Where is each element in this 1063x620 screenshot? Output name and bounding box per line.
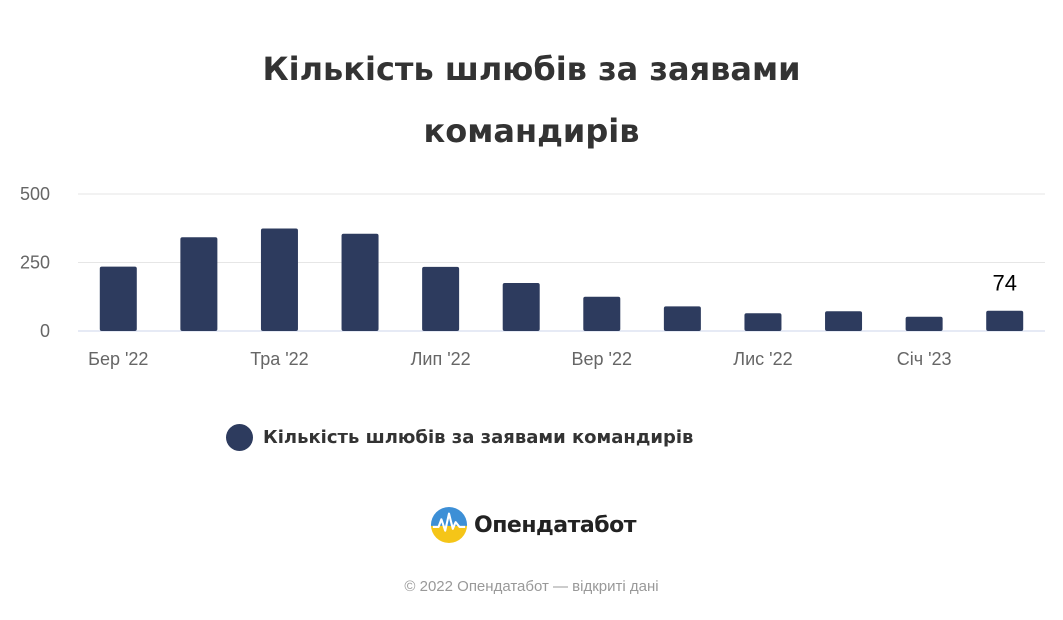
x-tick-label: Лис '22 [733, 349, 792, 369]
bar[interactable] [260, 228, 298, 331]
chart-title-line-1: Кількість шлюбів за заявами [262, 50, 801, 88]
brand: Опендатабот [430, 505, 636, 545]
chart-title-line-2: командирів [423, 112, 640, 150]
bar[interactable] [663, 306, 701, 331]
x-tick-label: Бер '22 [88, 349, 148, 369]
x-tick-label: Тра '22 [250, 349, 308, 369]
y-tick-label: 250 [20, 253, 50, 273]
credits[interactable]: © 2022 Опендатабот — відкриті дані [404, 578, 659, 595]
legend-marker [226, 423, 253, 451]
bar[interactable] [180, 237, 218, 331]
bar[interactable] [744, 313, 782, 331]
legend[interactable]: Кількість шлюбів за заявами командирів [226, 420, 693, 454]
bar-chart: 0 250 500 Бер '22 Тра '22 Лип '22 Вер '22 Лис '… [20, 184, 1045, 369]
bar[interactable] [583, 296, 621, 331]
chart-title: Кількість шлюбів за заявами командирів [0, 38, 1063, 162]
bar[interactable] [502, 283, 540, 331]
bar[interactable] [99, 266, 137, 331]
brand-name: Опендатабот [474, 512, 636, 538]
opendatabot-logo-icon [430, 506, 468, 544]
bar[interactable] [905, 316, 943, 331]
data-label: 74 [992, 271, 1016, 296]
bar[interactable] [986, 310, 1024, 331]
bar[interactable] [341, 233, 379, 331]
x-tick-label: Вер '22 [572, 349, 633, 369]
bar[interactable] [825, 311, 863, 331]
x-tick-label: Лип '22 [411, 349, 471, 369]
y-tick-label: 500 [20, 184, 50, 204]
x-tick-label: Січ '23 [897, 349, 952, 369]
legend-label: Кількість шлюбів за заявами командирів [263, 426, 694, 448]
bar[interactable] [422, 266, 460, 331]
y-tick-label: 0 [40, 321, 50, 341]
